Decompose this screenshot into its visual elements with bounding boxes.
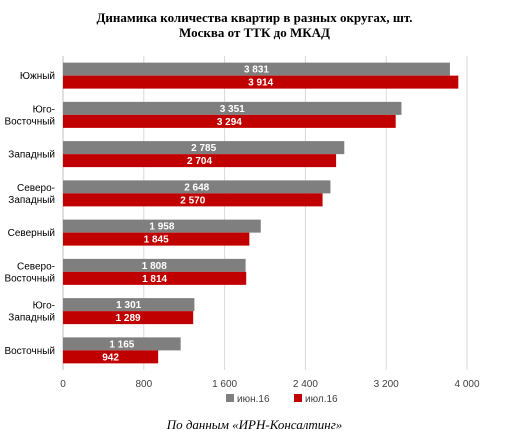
data-label: 3 351 bbox=[220, 104, 245, 115]
data-label: 3 914 bbox=[248, 78, 273, 89]
data-label: 2 648 bbox=[184, 182, 209, 193]
x-tick-label: 2 400 bbox=[293, 379, 318, 390]
chart-title-line1: Динамика количества квартир в разных окр… bbox=[96, 10, 413, 25]
x-tick-label: 0 bbox=[60, 379, 66, 390]
legend-label: июн.16 bbox=[237, 394, 270, 405]
bar-jun16 bbox=[63, 62, 450, 76]
legend-label: июл.16 bbox=[305, 394, 338, 405]
x-tick-label: 800 bbox=[135, 379, 152, 390]
data-label: 1 289 bbox=[116, 313, 141, 324]
data-label: 3 831 bbox=[244, 65, 269, 76]
x-tick-label: 3 200 bbox=[374, 379, 399, 390]
category-label: Юго- bbox=[33, 104, 55, 115]
bar-jul16 bbox=[63, 75, 459, 89]
data-label: 2 704 bbox=[187, 156, 212, 167]
bar-jun16 bbox=[63, 219, 261, 233]
bar-jun16 bbox=[63, 180, 331, 194]
data-label: 1 845 bbox=[144, 235, 169, 246]
category-label: Восточный bbox=[4, 273, 55, 284]
data-label: 1 301 bbox=[116, 300, 141, 311]
category-label: Северный bbox=[8, 228, 55, 239]
bar-jun16 bbox=[63, 258, 246, 272]
bar-jul16 bbox=[63, 114, 396, 128]
chart-title-line2: Москва от ТТК до МКАД bbox=[179, 25, 330, 40]
bar-jun16 bbox=[63, 101, 402, 115]
bar-jun16 bbox=[63, 337, 181, 351]
legend-swatch bbox=[226, 394, 234, 402]
bar-jul16 bbox=[63, 154, 337, 168]
category-label: Южный bbox=[20, 71, 55, 82]
category-label: Западный bbox=[8, 150, 55, 161]
category-label: Западный bbox=[8, 313, 55, 324]
bar-jul16 bbox=[63, 193, 323, 207]
bar-jul16 bbox=[63, 232, 250, 246]
data-label: 3 294 bbox=[217, 117, 242, 128]
category-label: Восточный bbox=[4, 116, 55, 127]
category-label: Северо- bbox=[17, 261, 55, 272]
bar-jun16 bbox=[63, 141, 345, 155]
x-tick-label: 4 000 bbox=[454, 379, 479, 390]
data-label: 2 570 bbox=[180, 195, 205, 206]
category-label: Восточный bbox=[4, 346, 55, 357]
category-label: Юго- bbox=[33, 301, 55, 312]
source-caption: По данным «ИРН-Консалтинг» bbox=[166, 417, 343, 432]
data-label: 2 785 bbox=[191, 143, 216, 154]
bar-jun16 bbox=[63, 298, 195, 312]
bar-jul16 bbox=[63, 350, 159, 364]
data-label: 1 958 bbox=[149, 222, 174, 233]
bar-jul16 bbox=[63, 311, 194, 325]
data-label: 1 165 bbox=[109, 339, 134, 350]
bar-jul16 bbox=[63, 271, 247, 285]
x-tick-label: 1 600 bbox=[212, 379, 237, 390]
category-label: Северо- bbox=[17, 183, 55, 194]
category-label: Западный bbox=[8, 195, 55, 206]
data-label: 1 814 bbox=[142, 274, 167, 285]
legend-swatch bbox=[294, 394, 302, 402]
data-label: 1 808 bbox=[142, 261, 167, 272]
data-label: 942 bbox=[102, 352, 119, 363]
